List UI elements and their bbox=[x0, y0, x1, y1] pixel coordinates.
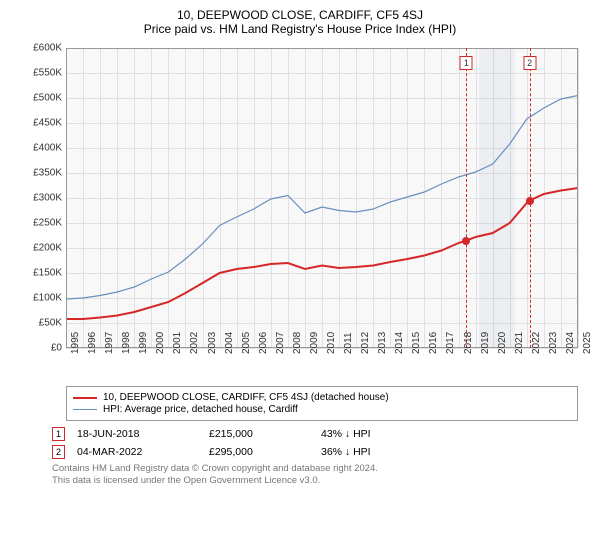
x-tick-label: 2012 bbox=[360, 332, 371, 354]
gridline bbox=[578, 48, 579, 348]
x-tick-label: 2003 bbox=[207, 332, 218, 354]
x-tick-label: 1996 bbox=[87, 332, 98, 354]
sales-table: 1 18-JUN-2018 £215,000 43% ↓ HPI 2 04-MAR-202… bbox=[52, 427, 578, 459]
y-tick-label: £400K bbox=[22, 143, 62, 154]
x-tick-label: 2018 bbox=[463, 332, 474, 354]
y-tick-label: £600K bbox=[22, 43, 62, 54]
x-tick-label: 2010 bbox=[326, 332, 337, 354]
series-paid bbox=[66, 188, 578, 319]
x-tick-label: 2020 bbox=[497, 332, 508, 354]
sale-date: 04-MAR-2022 bbox=[77, 446, 197, 458]
x-tick-label: 2015 bbox=[411, 332, 422, 354]
x-tick-label: 2011 bbox=[343, 332, 354, 354]
y-tick-label: £450K bbox=[22, 118, 62, 129]
x-tick-label: 2007 bbox=[275, 332, 286, 354]
sale-hpi-diff: 43% ↓ HPI bbox=[321, 428, 441, 440]
series-hpi bbox=[66, 96, 578, 300]
legend-row: 10, DEEPWOOD CLOSE, CARDIFF, CF5 4SJ (de… bbox=[73, 392, 571, 403]
sale-number-box: 1 bbox=[52, 427, 65, 441]
footer-line: This data is licensed under the Open Gov… bbox=[52, 475, 578, 487]
x-tick-label: 2014 bbox=[394, 332, 405, 354]
y-tick-label: £300K bbox=[22, 193, 62, 204]
x-tick-label: 1998 bbox=[121, 332, 132, 354]
x-tick-label: 2004 bbox=[224, 332, 235, 354]
y-tick-label: £550K bbox=[22, 68, 62, 79]
sale-number-box: 2 bbox=[52, 445, 65, 459]
sale-row: 2 04-MAR-2022 £295,000 36% ↓ HPI bbox=[52, 445, 578, 459]
y-tick-label: £200K bbox=[22, 243, 62, 254]
chart-subtitle: Price paid vs. HM Land Registry's House … bbox=[12, 22, 588, 36]
chart-lines bbox=[66, 48, 578, 348]
x-tick-label: 1999 bbox=[138, 332, 149, 354]
x-tick-label: 2022 bbox=[531, 332, 542, 354]
footer-line: Contains HM Land Registry data © Crown c… bbox=[52, 463, 578, 475]
sale-hpi-diff: 36% ↓ HPI bbox=[321, 446, 441, 458]
x-tick-label: 2024 bbox=[565, 332, 576, 354]
chart-title: 10, DEEPWOOD CLOSE, CARDIFF, CF5 4SJ bbox=[12, 8, 588, 22]
sale-marker-dot bbox=[526, 197, 534, 205]
y-tick-label: £250K bbox=[22, 218, 62, 229]
sale-marker-dot bbox=[462, 237, 470, 245]
sale-price: £215,000 bbox=[209, 428, 309, 440]
legend-label: HPI: Average price, detached house, Card… bbox=[103, 404, 298, 415]
chart-area: 1 2 £0 £50K £100K £150K £200K £250K £300K £350K £… bbox=[22, 44, 582, 384]
sale-row: 1 18-JUN-2018 £215,000 43% ↓ HPI bbox=[52, 427, 578, 441]
plot-region bbox=[66, 48, 578, 348]
x-tick-label: 2025 bbox=[582, 332, 593, 354]
sale-marker-line bbox=[466, 48, 467, 348]
x-tick-label: 2001 bbox=[172, 332, 183, 354]
y-tick-label: £350K bbox=[22, 168, 62, 179]
legend: 10, DEEPWOOD CLOSE, CARDIFF, CF5 4SJ (de… bbox=[66, 386, 578, 421]
footer-attribution: Contains HM Land Registry data © Crown c… bbox=[52, 463, 578, 488]
x-tick-label: 2016 bbox=[428, 332, 439, 354]
x-tick-label: 2013 bbox=[377, 332, 388, 354]
y-tick-label: £0 bbox=[22, 343, 62, 354]
y-tick-label: £50K bbox=[22, 318, 62, 329]
sale-price: £295,000 bbox=[209, 446, 309, 458]
legend-swatch bbox=[73, 397, 97, 399]
x-tick-label: 2009 bbox=[309, 332, 320, 354]
x-tick-label: 2002 bbox=[189, 332, 200, 354]
y-tick-label: £100K bbox=[22, 293, 62, 304]
x-tick-label: 2021 bbox=[514, 332, 525, 354]
x-tick-label: 1995 bbox=[70, 332, 81, 354]
x-tick-label: 2017 bbox=[445, 332, 456, 354]
legend-swatch bbox=[73, 409, 97, 410]
y-tick-label: £150K bbox=[22, 268, 62, 279]
x-tick-label: 2023 bbox=[548, 332, 559, 354]
x-tick-label: 2019 bbox=[480, 332, 491, 354]
y-tick-label: £500K bbox=[22, 93, 62, 104]
sale-date: 18-JUN-2018 bbox=[77, 428, 197, 440]
x-tick-label: 1997 bbox=[104, 332, 115, 354]
x-tick-label: 2000 bbox=[155, 332, 166, 354]
sale-marker-number: 2 bbox=[523, 56, 536, 70]
x-tick-label: 2008 bbox=[292, 332, 303, 354]
legend-label: 10, DEEPWOOD CLOSE, CARDIFF, CF5 4SJ (de… bbox=[103, 392, 389, 403]
sale-marker-number: 1 bbox=[460, 56, 473, 70]
x-tick-label: 2005 bbox=[241, 332, 252, 354]
legend-row: HPI: Average price, detached house, Card… bbox=[73, 404, 571, 415]
x-tick-label: 2006 bbox=[258, 332, 269, 354]
